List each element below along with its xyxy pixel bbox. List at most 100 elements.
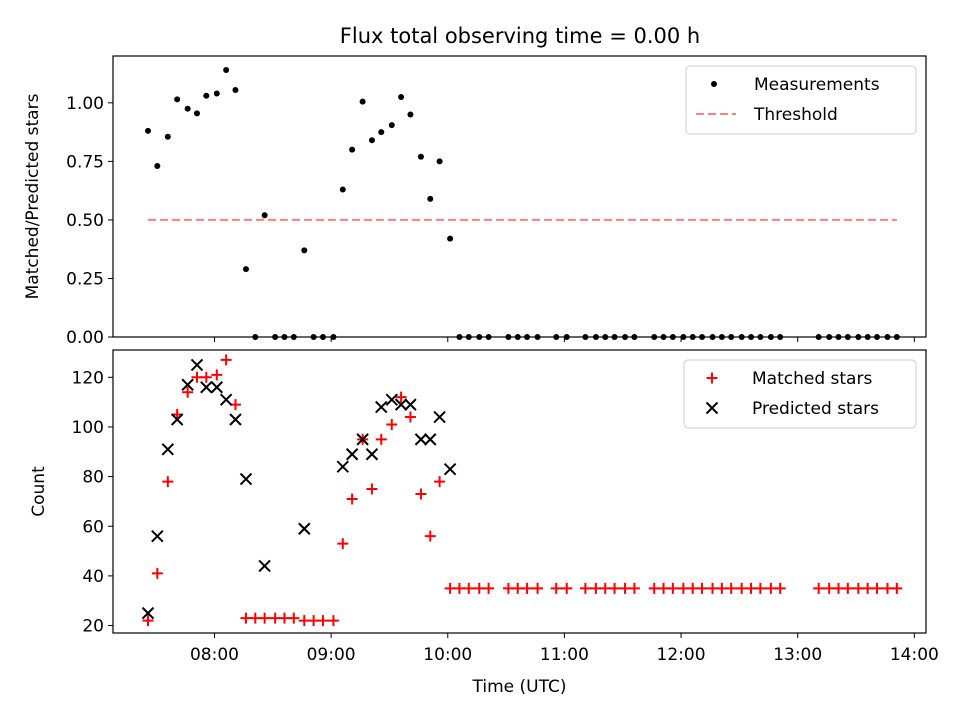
data-point (365, 448, 379, 461)
data-point (249, 612, 261, 624)
data-point (447, 235, 454, 242)
y-tick-label: 20 (82, 617, 104, 637)
y-tick-label: 120 (72, 368, 104, 388)
data-point (434, 476, 446, 488)
legend-box (683, 359, 917, 429)
data-point (259, 612, 271, 624)
y-tick-label: 80 (82, 468, 104, 488)
data-point (359, 98, 366, 105)
data-point (813, 582, 825, 594)
data-point (444, 582, 456, 594)
data-point (356, 433, 369, 446)
legend-box (685, 65, 917, 135)
data-point (327, 615, 339, 627)
data-point (619, 582, 631, 594)
data-point (184, 105, 191, 112)
data-point (696, 582, 708, 594)
y-tick-label: 0.75 (66, 152, 104, 172)
data-point (346, 493, 358, 505)
data-point (368, 137, 375, 144)
data-point (436, 158, 443, 165)
data-point (483, 582, 495, 594)
data-point (174, 96, 181, 103)
data-point (181, 378, 194, 391)
x-axis-label: Time (UTC) (472, 677, 567, 697)
data-point (388, 122, 395, 129)
data-point (386, 418, 398, 430)
x-tick-label: 10:00 (423, 645, 472, 665)
data-point (258, 559, 271, 573)
data-point (242, 266, 249, 273)
x-tick-label: 12:00 (657, 645, 706, 665)
data-point (609, 582, 621, 594)
data-point (339, 186, 346, 193)
legend-swatch (706, 372, 718, 384)
bottom-panel: 20 40 60 80 100 120 08:00 09:00 10:00 11:00 12:00 1… (29, 349, 939, 697)
axes-frame (112, 349, 927, 634)
data-point (200, 381, 213, 394)
data-point (443, 462, 457, 476)
data-point (774, 582, 786, 594)
data-point (200, 371, 212, 383)
data-point (261, 212, 268, 219)
legend: Matched stars Predicted stars (683, 359, 917, 429)
data-point (193, 110, 200, 117)
data-point (823, 582, 835, 594)
data-point (154, 163, 161, 170)
data-point (398, 93, 405, 100)
data-point (427, 195, 434, 202)
data-point (532, 582, 544, 594)
y-axis-label: Matched/Predicted stars (23, 93, 43, 299)
data-point (658, 582, 670, 594)
data-point (298, 615, 310, 627)
data-point (404, 411, 416, 423)
data-point (345, 448, 359, 461)
legend-label: Threshold (753, 105, 838, 125)
data-point (385, 393, 398, 406)
data-point (308, 615, 320, 627)
data-point (232, 86, 239, 93)
data-point (628, 582, 640, 594)
top-panel: 0.00 0.25 0.50 0.75 1.00 Matched/Predicted st… (23, 55, 927, 348)
data-point (269, 612, 281, 624)
data-point (415, 488, 427, 500)
data-point (336, 460, 349, 473)
data-point (203, 92, 210, 99)
data-point (521, 582, 533, 594)
data-point (337, 538, 349, 550)
data-point (375, 433, 387, 445)
legend: Measurements Threshold (685, 65, 917, 135)
x-tick-label: 09:00 (307, 645, 356, 665)
data-point (141, 606, 155, 620)
x-tick-label: 13:00 (773, 645, 822, 665)
legend-label: Measurements (754, 75, 880, 95)
data-point (219, 393, 233, 406)
data-point (550, 582, 562, 594)
legend-swatch (705, 401, 719, 415)
data-point (404, 398, 417, 411)
data-point (687, 582, 699, 594)
data-point (301, 247, 308, 254)
data-point (151, 529, 164, 543)
legend-label: Predicted stars (752, 399, 879, 419)
data-point (151, 567, 163, 579)
data-point (736, 582, 748, 594)
data-point (190, 358, 204, 372)
data-point (561, 582, 573, 594)
figure-title: Flux total observing time = 0.00 h (340, 24, 700, 48)
data-point (871, 582, 883, 594)
y-tick-label: 0.50 (66, 211, 104, 231)
data-point (424, 433, 437, 446)
data-point (170, 413, 184, 426)
data-point (833, 582, 845, 594)
data-point (394, 398, 408, 411)
data-point (754, 582, 766, 594)
data-point (182, 386, 194, 398)
data-point (213, 90, 220, 97)
data-point (852, 582, 864, 594)
data-point (278, 612, 290, 624)
data-point (210, 381, 224, 394)
data-point (599, 582, 611, 594)
y-tick-label: 0.25 (66, 269, 104, 289)
